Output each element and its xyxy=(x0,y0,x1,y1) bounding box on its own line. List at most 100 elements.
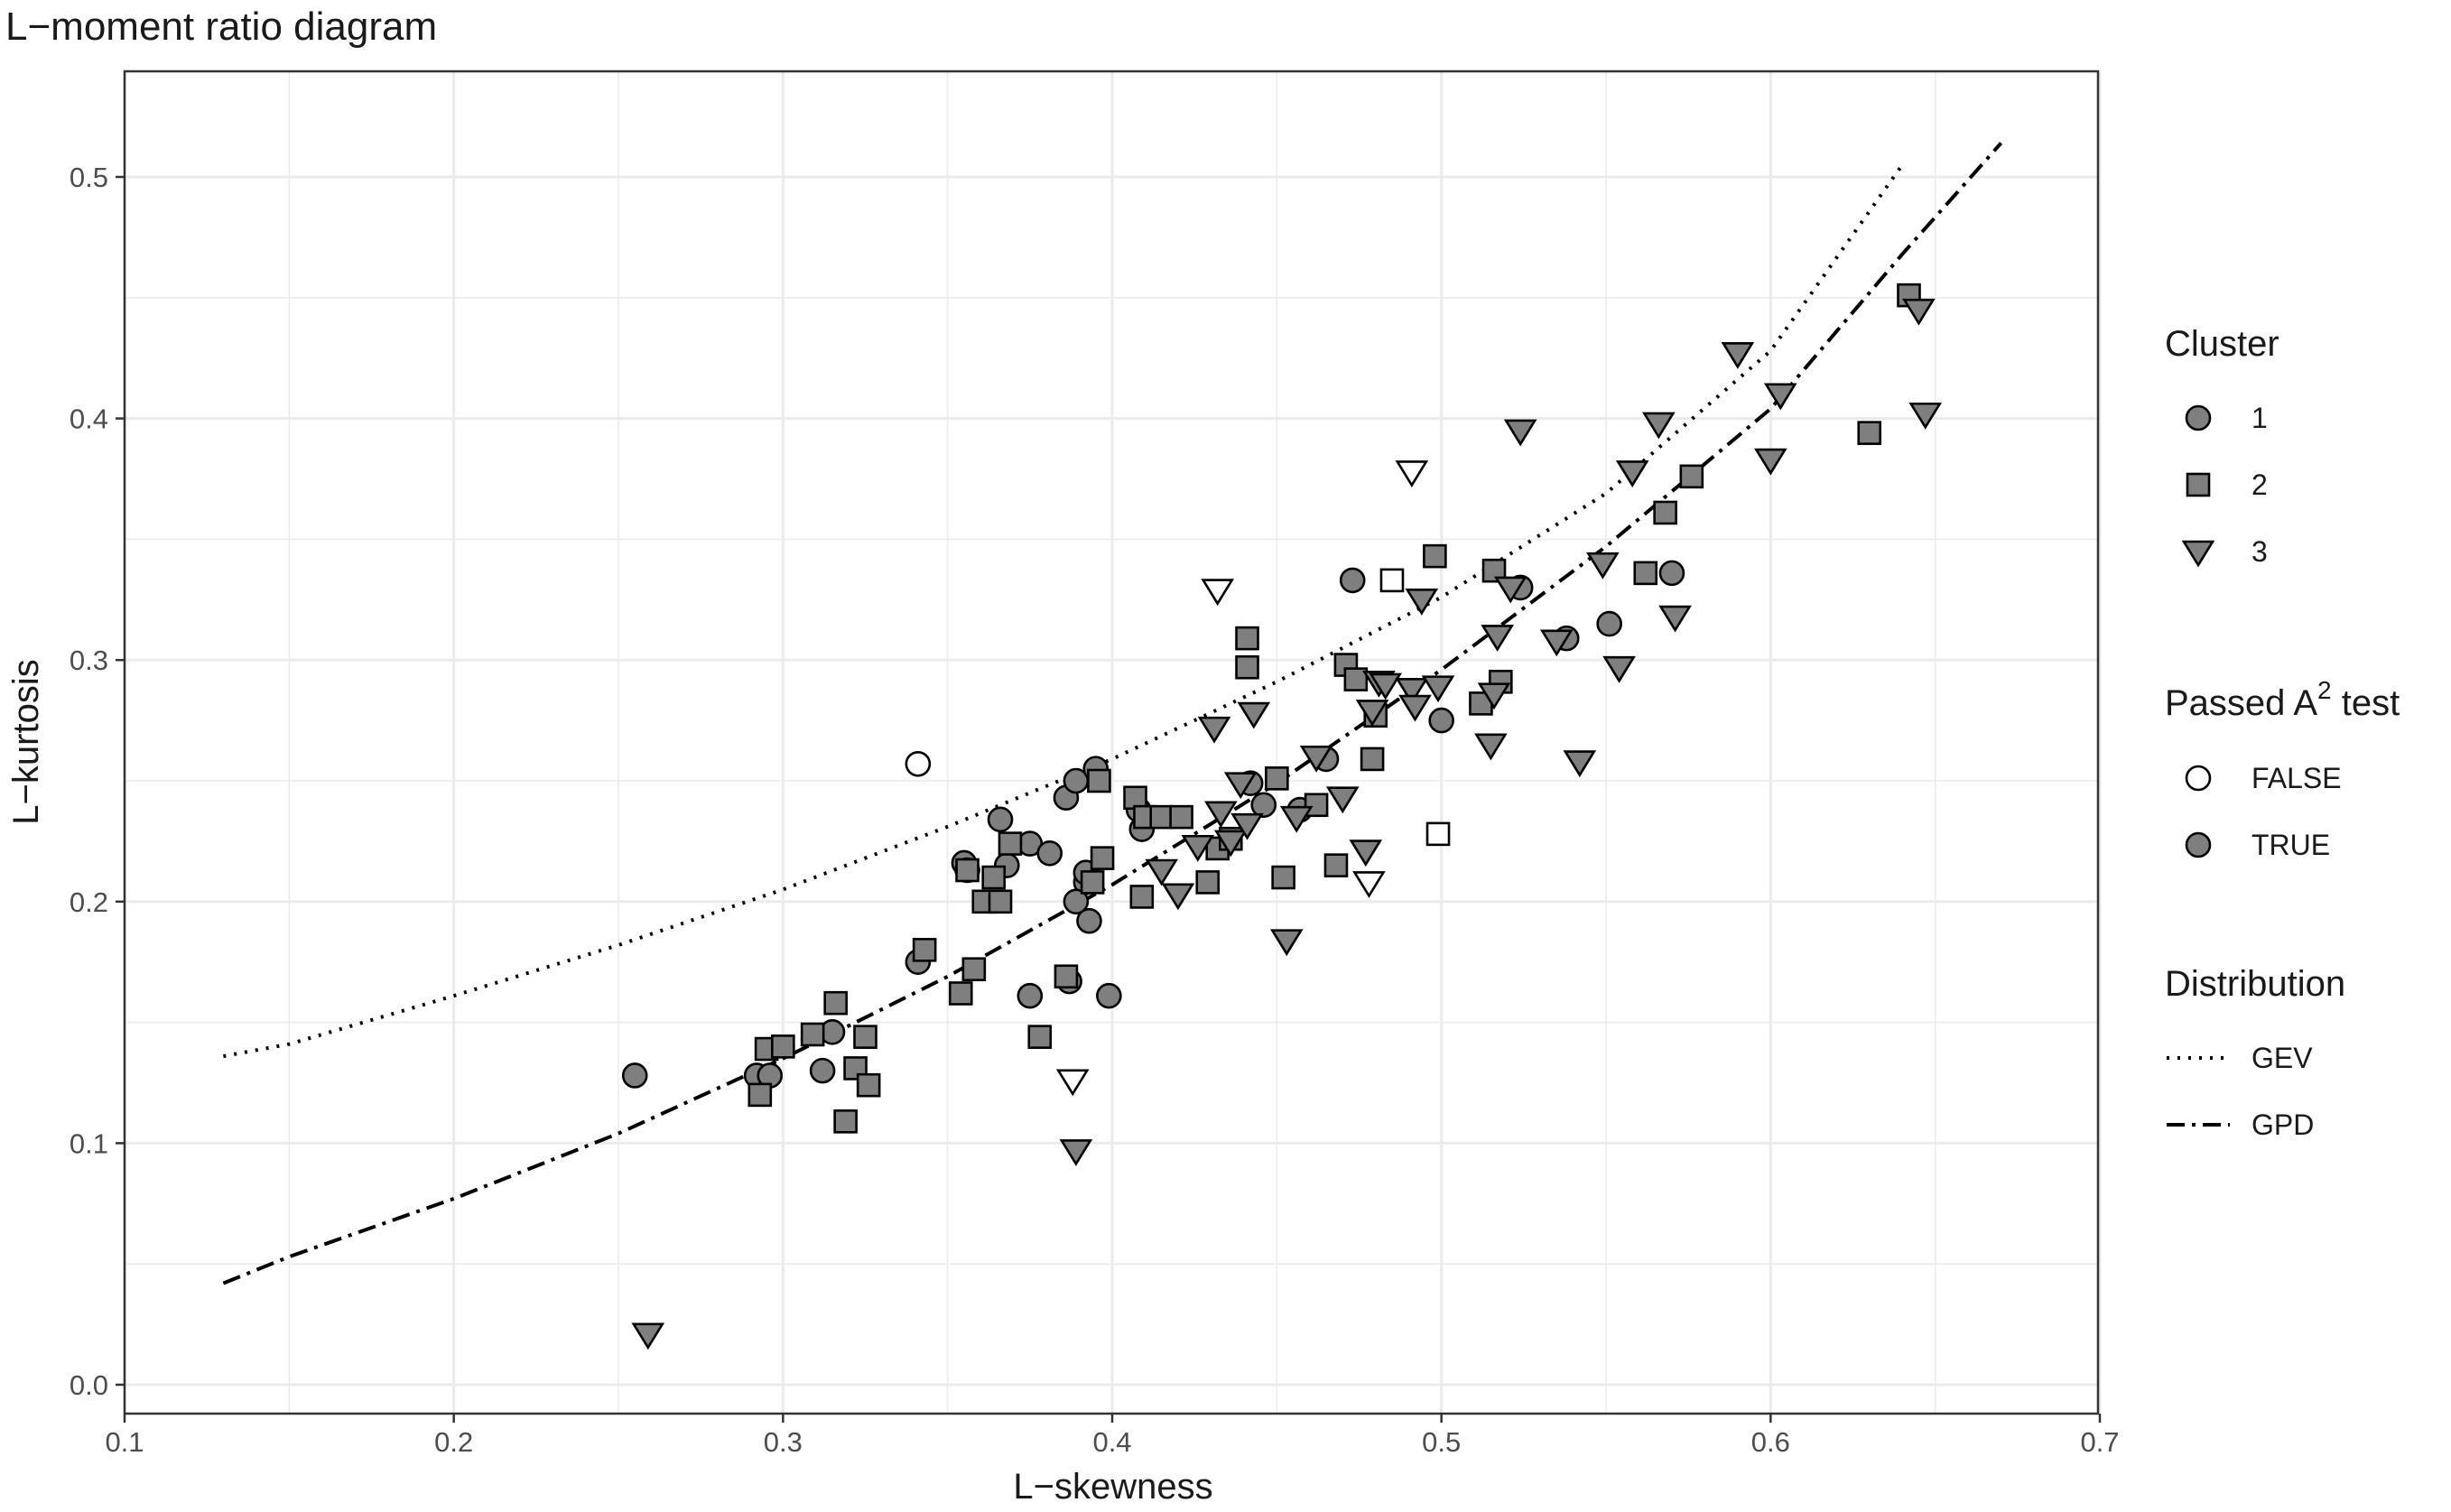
point-cluster-3-passed xyxy=(1181,834,1215,862)
legend-label-passed: FALSE xyxy=(2251,762,2342,794)
point-cluster-1-passed xyxy=(1076,907,1102,934)
point-cluster-1-failed xyxy=(905,750,932,777)
point-cluster-3-passed xyxy=(1223,772,1258,800)
point-cluster-2-passed xyxy=(1265,766,1289,791)
point-cluster-3-passed xyxy=(1395,678,1429,705)
legend-label-distribution: GPD xyxy=(2251,1108,2314,1141)
y-axis: 0.0 0.1 0.2 0.3 0.4 0.5 xyxy=(70,162,125,1401)
point-cluster-3-passed xyxy=(1908,402,1943,430)
y-tick-label: 0.5 xyxy=(70,162,108,193)
point-cluster-2-passed xyxy=(1423,543,1447,569)
point-cluster-3-passed xyxy=(1642,412,1676,440)
point-cluster-2-passed xyxy=(912,938,937,962)
point-cluster-3-passed xyxy=(631,1322,665,1350)
point-cluster-3-passed xyxy=(1763,383,1797,411)
point-cluster-3-failed xyxy=(1352,871,1386,898)
legend-title-distribution: Distribution xyxy=(2165,964,2345,1004)
legend-label-cluster: 3 xyxy=(2251,535,2268,568)
point-cluster-2-passed xyxy=(1169,804,1193,830)
point-cluster-1-passed xyxy=(621,1062,648,1089)
point-cluster-3-passed xyxy=(1477,682,1511,710)
point-cluster-3-passed xyxy=(1161,883,1195,911)
point-cluster-3-passed xyxy=(1213,830,1248,858)
point-cluster-3-passed xyxy=(1615,460,1649,487)
point-cluster-2-failed xyxy=(1379,568,1405,593)
legend-key-passed-true xyxy=(2185,831,2212,858)
point-cluster-1-passed xyxy=(987,806,1014,833)
point-cluster-3-failed xyxy=(1055,1069,1090,1097)
point-cluster-1-passed xyxy=(1596,610,1622,637)
point-cluster-2-passed xyxy=(771,1034,795,1059)
point-cluster-3-passed xyxy=(1398,694,1432,722)
point-cluster-3-passed xyxy=(1405,588,1439,616)
point-cluster-2-passed xyxy=(1633,561,1658,586)
point-cluster-2-passed xyxy=(1235,654,1259,680)
point-cluster-2-passed xyxy=(823,990,848,1016)
x-tick-label: 0.3 xyxy=(764,1426,803,1458)
point-cluster-2-passed xyxy=(1235,626,1259,651)
point-cluster-2-passed xyxy=(800,1022,825,1047)
point-cluster-3-passed xyxy=(1355,700,1389,727)
point-cluster-2-passed xyxy=(1679,464,1704,489)
x-tick-label: 0.4 xyxy=(1092,1426,1131,1458)
distribution-curves xyxy=(222,142,2003,1285)
point-cluster-3-passed xyxy=(1754,448,1787,476)
x-tick-label: 0.2 xyxy=(434,1426,473,1458)
point-cluster-2-passed xyxy=(1129,885,1155,909)
y-tick-label: 0.2 xyxy=(70,886,108,918)
legend: Cluster 1 2 3 Passed A2 test FALSE TRUE Dis… xyxy=(2165,324,2400,1141)
point-cluster-3-failed xyxy=(1201,579,1235,607)
point-cluster-2-passed xyxy=(981,865,1007,890)
point-cluster-2-failed xyxy=(1425,821,1451,847)
legend-label-passed: TRUE xyxy=(2251,829,2330,861)
x-tick-label: 0.7 xyxy=(2080,1426,2119,1458)
point-cluster-3-passed xyxy=(1493,576,1527,604)
point-cluster-3-passed xyxy=(1902,298,1936,326)
legend-label-cluster: 2 xyxy=(2251,468,2268,501)
point-cluster-3-passed xyxy=(1349,839,1383,867)
y-tick-label: 0.1 xyxy=(70,1127,108,1159)
point-cluster-3-passed xyxy=(1658,605,1692,633)
x-axis: 0.1 0.2 0.3 0.4 0.5 0.6 0.7 xyxy=(105,1414,2120,1458)
point-cluster-3-passed xyxy=(1230,812,1264,840)
point-cluster-1-passed xyxy=(1017,982,1044,1009)
point-cluster-1-passed xyxy=(1096,982,1122,1009)
point-cluster-3-passed xyxy=(1421,675,1455,703)
point-cluster-2-passed xyxy=(961,957,987,982)
grid xyxy=(123,71,2102,1414)
point-cluster-2-passed xyxy=(856,1072,881,1098)
point-cluster-3-passed xyxy=(1197,716,1231,744)
point-cluster-2-passed xyxy=(1080,870,1105,895)
point-cluster-2-passed xyxy=(1054,964,1079,989)
y-tick-label: 0.3 xyxy=(70,645,108,676)
point-cluster-3-passed xyxy=(1204,801,1238,829)
legend-key-cluster-3 xyxy=(2181,540,2215,568)
point-cluster-3-passed xyxy=(1474,733,1508,761)
point-cluster-2-passed xyxy=(1027,1025,1053,1049)
x-tick-label: 0.6 xyxy=(1751,1426,1790,1458)
y-tick-label: 0.4 xyxy=(70,404,108,435)
x-tick-label: 0.1 xyxy=(105,1426,144,1458)
point-cluster-3-passed xyxy=(1481,625,1515,652)
point-cluster-2-passed xyxy=(948,981,973,1006)
point-cluster-2-passed xyxy=(988,889,1013,914)
point-cluster-1-passed xyxy=(1339,567,1366,594)
point-cluster-3-passed xyxy=(1721,342,1755,369)
point-cluster-3-passed xyxy=(1299,745,1333,773)
point-cluster-2-passed xyxy=(1195,870,1221,895)
legend-title-passed: Passed A2 test xyxy=(2165,676,2400,723)
point-cluster-1-passed xyxy=(1036,839,1063,867)
point-cluster-1-passed xyxy=(809,1057,836,1084)
point-cluster-2-passed xyxy=(853,1025,877,1049)
point-cluster-1-passed xyxy=(1658,560,1685,587)
chart-title: L−moment ratio diagram xyxy=(5,5,437,49)
curve-gev xyxy=(223,163,1904,1059)
x-axis-title: L−skewness xyxy=(1013,1467,1212,1507)
point-cluster-1-passed xyxy=(1063,888,1090,915)
point-cluster-1-passed xyxy=(1250,792,1277,819)
y-axis-title: L−kurtosis xyxy=(6,659,46,824)
point-cluster-3-passed xyxy=(1279,805,1314,833)
point-cluster-3-passed xyxy=(1563,750,1597,778)
point-cluster-3-passed xyxy=(1325,786,1360,814)
